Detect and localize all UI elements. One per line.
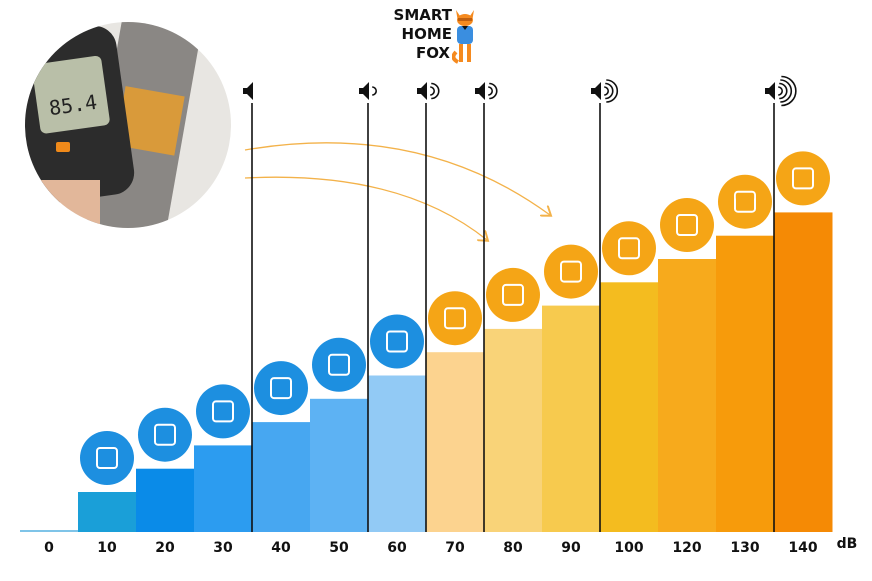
fox-mascot-icon (452, 10, 474, 64)
speaker-icon (243, 82, 253, 100)
piano-icon (486, 267, 540, 322)
falling-leaves-icon (138, 407, 192, 462)
x-tick-label: 20 (155, 540, 175, 556)
x-tick-label: 50 (329, 540, 349, 556)
bar-80 (484, 328, 543, 532)
bar-90 (542, 305, 601, 532)
x-tick-label: 70 (445, 540, 465, 556)
trombone-icon (660, 198, 714, 252)
curved-arrow (244, 142, 550, 215)
rain-icon (312, 337, 366, 392)
whisper-icon (196, 384, 250, 439)
refrigerator-icon (254, 361, 308, 416)
x-tick-label: 0 (44, 540, 54, 556)
bar-100 (600, 282, 659, 532)
speaker-icon (475, 82, 498, 100)
police-car-icon: POLIZEI (718, 174, 772, 229)
conversation-icon (370, 314, 424, 369)
bar-70 (426, 352, 485, 532)
logo-line-3: FOX (415, 44, 450, 62)
x-tick-label: 60 (387, 540, 407, 556)
bar-130 (716, 235, 775, 532)
bar-10 (78, 492, 137, 532)
speaker-icon (765, 75, 797, 107)
x-tick-label: 80 (503, 540, 523, 556)
curved-arrow (244, 176, 487, 240)
x-tick-label: 140 (788, 540, 817, 556)
washing-machine-icon (428, 291, 482, 346)
bar-60 (368, 375, 427, 532)
x-tick-label: 120 (672, 540, 701, 556)
speaker-icon (591, 79, 619, 103)
speaker-icon (417, 82, 440, 100)
logo-line-2: HOME (401, 25, 452, 43)
bar-50 (310, 398, 369, 532)
hair-dryer-icon (544, 244, 598, 299)
smart-home-fox-logo: SMART HOME FOX (386, 6, 486, 66)
bar-20 (136, 468, 195, 532)
x-tick-label: 130 (730, 540, 759, 556)
logo-line-1: SMART (393, 6, 452, 24)
unit-label: dB (837, 536, 858, 552)
x-tick-label: 10 (97, 540, 117, 556)
bar-40 (252, 422, 311, 532)
bar-0 (20, 530, 79, 532)
bar-30 (194, 445, 253, 532)
x-tick-label: 100 (614, 540, 643, 556)
lungs-icon (80, 431, 134, 485)
sound-meter-photo: 85.4 (25, 22, 231, 228)
bar-120 (658, 259, 717, 532)
x-tick-label: 90 (561, 540, 581, 556)
police-label: POLIZEI (735, 195, 754, 201)
bar-140 (774, 212, 833, 532)
x-tick-label: 40 (271, 540, 291, 556)
speaker-icon (359, 82, 377, 100)
coffee-machine-icon (602, 221, 656, 276)
x-tick-label: 30 (213, 540, 233, 556)
fireworks-icon (776, 151, 830, 206)
